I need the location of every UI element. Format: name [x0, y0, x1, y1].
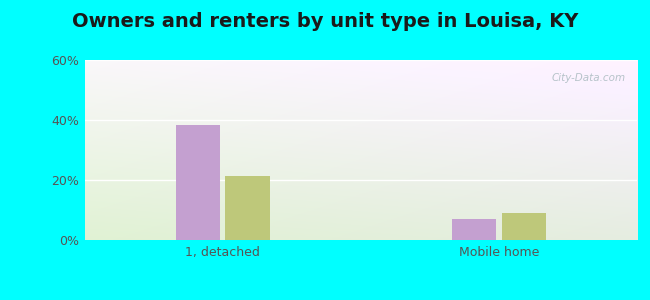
Bar [226, 176, 270, 240]
Bar [502, 213, 546, 240]
Bar [176, 124, 220, 240]
Bar [452, 219, 496, 240]
Text: Owners and renters by unit type in Louisa, KY: Owners and renters by unit type in Louis… [72, 12, 578, 31]
Text: City-Data.com: City-Data.com [552, 73, 626, 82]
